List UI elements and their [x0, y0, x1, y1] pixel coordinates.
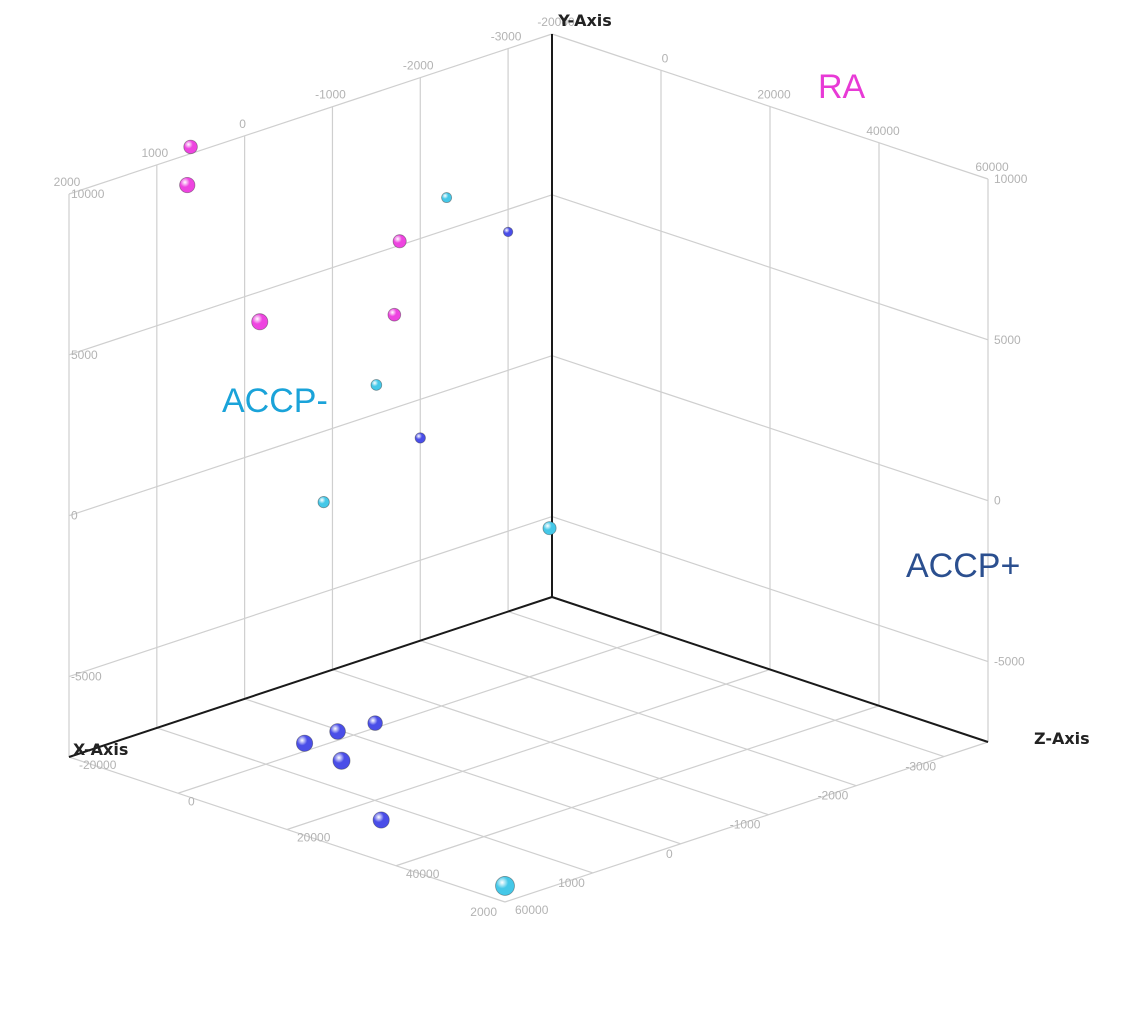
wall-gridline-y: [68, 355, 553, 517]
data-point: [392, 234, 407, 249]
x-tick-label-floor: 1000: [558, 876, 585, 890]
y-tick-label-right: 5000: [994, 333, 1021, 347]
z-tick-label-top: 20000: [757, 88, 791, 102]
data-points: [179, 139, 557, 896]
data-point: [332, 751, 351, 770]
axes: [68, 34, 989, 758]
y-tick-label-right: 10000: [994, 172, 1028, 186]
data-point: [370, 379, 383, 391]
wall-gridline-y: [551, 194, 989, 341]
wall-gridline-y: [68, 516, 553, 678]
x-tick-label-top: 0: [239, 117, 246, 131]
z-tick-label-floor: 0: [188, 794, 195, 808]
data-point: [183, 139, 198, 155]
x-tick-label-floor: -3000: [905, 760, 936, 774]
y-tick-label-right: -5000: [994, 655, 1025, 669]
y-tick-label-left: 5000: [71, 348, 98, 362]
data-point: [414, 432, 426, 444]
x-tick-label-top: -3000: [491, 30, 522, 44]
wall-gridline-y: [551, 516, 989, 663]
z-tick-label-floor: 60000: [515, 903, 549, 917]
x-tick-label-top: 1000: [141, 146, 168, 160]
y-tick-label-left: -5000: [71, 670, 102, 684]
data-point: [329, 723, 346, 740]
x-tick-label-floor: 0: [666, 847, 673, 861]
x-axis-title: X-Axis: [73, 740, 128, 759]
data-point: [179, 176, 196, 194]
labels: -3000 -3000 -2000 -2000 -1000 -1000 0 0 1000 1000…: [54, 11, 1090, 919]
data-point: [296, 734, 314, 752]
annotation-ra: RA: [818, 68, 866, 106]
x-tick-label-floor: -1000: [730, 818, 761, 832]
x-tick-label-top: 2000: [54, 175, 81, 189]
floor-gridline-z: [504, 741, 989, 903]
z-tick-label-top: 40000: [866, 124, 900, 138]
z-axis-title: Z-Axis: [1034, 729, 1090, 748]
wall-gridline-y: [551, 355, 989, 502]
floor-gridline-z: [286, 668, 771, 831]
y-axis-title: Y-Axis: [557, 11, 612, 30]
data-point: [317, 496, 330, 509]
y-tick-label-right: 0: [994, 494, 1001, 508]
data-point: [542, 521, 557, 536]
data-point: [387, 307, 402, 322]
x-tick-label-top: -1000: [315, 88, 346, 102]
data-point: [367, 715, 383, 731]
wall-gridline-y: [68, 33, 553, 195]
data-point: [495, 876, 515, 896]
annotation-accp-neg: ACCP-: [222, 382, 328, 420]
x-tick-label-floor: -2000: [818, 789, 849, 803]
wall-gridline-y: [68, 194, 553, 356]
data-point: [372, 811, 390, 829]
y-tick-label-left: 0: [71, 509, 78, 523]
z-tick-label-floor: 40000: [406, 867, 440, 881]
data-point: [251, 313, 269, 331]
z-tick-label-top: 0: [662, 51, 669, 65]
floor-gridline-z: [177, 632, 662, 794]
z-axis-line: [551, 596, 989, 743]
annotation-accp-pos: ACCP+: [906, 547, 1020, 585]
data-point: [502, 226, 514, 238]
x-axis-line: [68, 596, 553, 758]
z-tick-label-top: 60000: [975, 160, 1009, 174]
z-tick-label-floor: 20000: [297, 831, 331, 845]
z-tick-label-floor: -20000: [79, 758, 117, 772]
data-point: [441, 192, 453, 204]
y-tick-label-left: 10000: [71, 187, 105, 201]
x-tick-label-top: -2000: [403, 59, 434, 73]
gridlines: [68, 33, 989, 903]
x-tick-label-floor: 2000: [470, 905, 497, 919]
floor-gridline-z: [395, 705, 880, 867]
z-tick-label-top: -20000: [537, 15, 575, 29]
wall-gridline-y: [551, 33, 989, 180]
